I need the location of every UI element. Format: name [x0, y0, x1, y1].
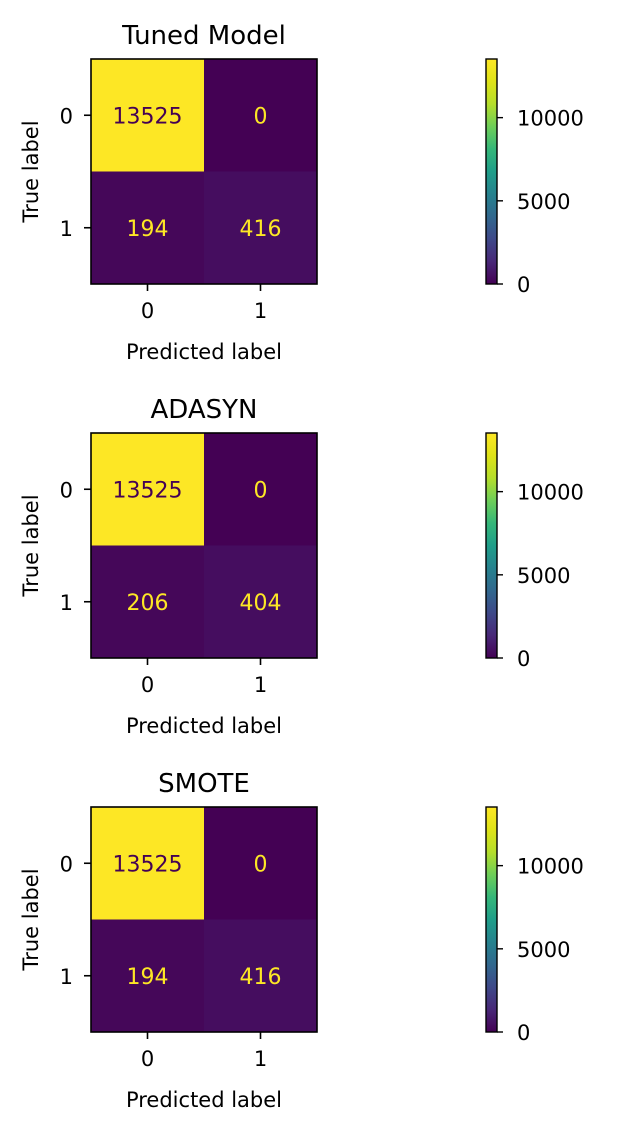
colorbar-tick-label: 5000	[517, 190, 570, 214]
matrix-cell	[91, 171, 204, 284]
y-axis-label: True label	[19, 120, 43, 223]
matrix-cell	[204, 807, 317, 920]
colorbar-tick-label: 5000	[517, 938, 570, 962]
chart-title: Tuned Model	[121, 21, 286, 51]
matrix-cell	[91, 59, 204, 172]
colorbar-tick-label: 0	[517, 1021, 530, 1045]
y-tick-label: 0	[60, 852, 73, 876]
y-tick-label: 1	[60, 217, 73, 241]
chart-title: SMOTE	[158, 769, 250, 799]
axes-frame	[90, 58, 318, 285]
colorbar-tick-label: 10000	[517, 107, 584, 131]
matrix-cell	[91, 433, 204, 546]
matrix-cell	[91, 545, 204, 658]
confusion-matrix-panel: 13525 0 206 404 0 1 0 1 ADASYN Predicted label Tru…	[19, 395, 584, 738]
cell-value-label: 13525	[113, 852, 183, 877]
y-tick-label: 1	[60, 965, 73, 989]
cell-value-label: 13525	[113, 104, 183, 129]
cell-value-label: 404	[240, 591, 282, 616]
y-axis-label: True label	[19, 494, 43, 597]
x-axis-label: Predicted label	[126, 1088, 282, 1112]
colorbar	[485, 432, 498, 659]
cell-value-label: 0	[254, 104, 268, 129]
y-tick-label: 1	[60, 591, 73, 615]
x-tick-label: 0	[141, 299, 154, 323]
x-axis-label: Predicted label	[126, 714, 282, 738]
x-tick-label: 0	[141, 673, 154, 697]
x-tick-label: 0	[141, 1047, 154, 1071]
colorbar-tick-label: 0	[517, 273, 530, 297]
cell-value-label: 0	[254, 478, 268, 503]
cell-value-label: 13525	[113, 478, 183, 503]
colorbar-tick-label: 0	[517, 647, 530, 671]
chart-title: ADASYN	[151, 395, 258, 425]
cell-value-label: 416	[240, 217, 282, 242]
axes-frame	[90, 806, 318, 1033]
colorbar	[485, 806, 498, 1033]
x-tick-label: 1	[254, 1047, 267, 1071]
y-tick-label: 0	[60, 104, 73, 128]
colorbar-tick-label: 5000	[517, 564, 570, 588]
colorbar-tick-label: 10000	[517, 481, 584, 505]
y-axis-label: True label	[19, 868, 43, 971]
matrix-cell	[204, 59, 317, 172]
matrix-cell	[204, 433, 317, 546]
axes-frame	[90, 432, 318, 659]
cell-value-label: 0	[254, 852, 268, 877]
cell-value-label: 194	[127, 965, 169, 990]
x-axis-label: Predicted label	[126, 340, 282, 364]
matrix-cell	[91, 807, 204, 920]
cell-value-label: 416	[240, 965, 282, 990]
matrix-cell	[204, 919, 317, 1032]
colorbar	[485, 58, 498, 285]
cell-value-label: 206	[127, 591, 169, 616]
matrix-cell	[204, 545, 317, 658]
matrix-cell	[91, 919, 204, 1032]
cell-value-label: 194	[127, 217, 169, 242]
confusion-matrix-panel: 13525 0 194 416 0 1 0 1 SMOTE Predicted label True…	[19, 769, 584, 1112]
matrix-cell	[204, 171, 317, 284]
y-tick-label: 0	[60, 478, 73, 502]
colorbar-tick-label: 10000	[517, 855, 584, 879]
confusion-matrix-panel: 13525 0 194 416 0 1 0 1 Tuned Model Predicted lab…	[19, 21, 584, 364]
x-tick-label: 1	[254, 299, 267, 323]
x-tick-label: 1	[254, 673, 267, 697]
